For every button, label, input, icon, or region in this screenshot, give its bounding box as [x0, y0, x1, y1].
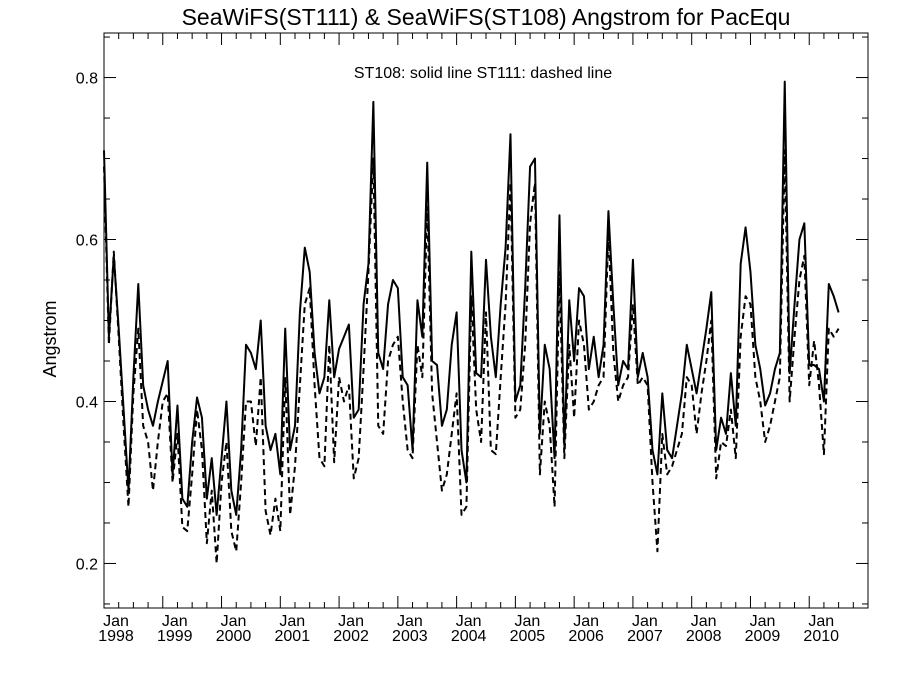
legend-annotation: ST108: solid line ST111: dashed line	[354, 65, 612, 82]
x-tick-label-month: Jan	[573, 613, 599, 630]
x-tick-label-year: 2009	[745, 628, 781, 645]
x-tick-label-month: Jan	[632, 613, 658, 630]
x-tick-label-month: Jan	[456, 613, 482, 630]
x-tick-label-month: Jan	[338, 613, 364, 630]
series-line-st111	[103, 149, 840, 565]
y-axis-label: Angstrom	[40, 300, 60, 377]
x-tick-label-year: 2007	[627, 628, 663, 645]
x-tick-label-year: 2008	[686, 628, 722, 645]
x-tick-label-year: 2005	[510, 628, 546, 645]
x-tick-label-month: Jan	[162, 613, 188, 630]
x-tick-label-month: Jan	[808, 613, 834, 630]
x-tick-label-year: 2001	[275, 628, 311, 645]
axis-tick-labels: 0.20.40.60.8Jan1998Jan1999Jan2000Jan2001…	[76, 71, 839, 645]
x-tick-label-month: Jan	[750, 613, 776, 630]
x-tick-label-month: Jan	[221, 613, 247, 630]
x-tick-label-year: 2003	[392, 628, 428, 645]
x-tick-label-year: 2010	[803, 628, 839, 645]
x-tick-label-year: 2000	[216, 628, 252, 645]
y-tick-label: 0.8	[76, 71, 98, 88]
x-tick-label-month: Jan	[397, 613, 423, 630]
x-tick-label-month: Jan	[103, 613, 129, 630]
x-tick-label-year: 2002	[333, 628, 369, 645]
axis-ticks	[103, 33, 869, 608]
chart-title: SeaWiFS(ST111) & SeaWiFS(ST108) Angstrom…	[182, 4, 791, 30]
x-tick-label-year: 1998	[98, 628, 134, 645]
series-lines	[103, 80, 840, 565]
y-tick-label: 0.6	[76, 233, 98, 250]
x-tick-label-year: 2004	[451, 628, 487, 645]
x-tick-label-month: Jan	[691, 613, 717, 630]
x-tick-label-month: Jan	[514, 613, 540, 630]
y-tick-label: 0.4	[76, 394, 98, 411]
x-tick-label-year: 1999	[157, 628, 193, 645]
x-tick-label-month: Jan	[279, 613, 305, 630]
x-tick-label-year: 2006	[568, 628, 604, 645]
y-tick-label: 0.2	[76, 556, 98, 573]
